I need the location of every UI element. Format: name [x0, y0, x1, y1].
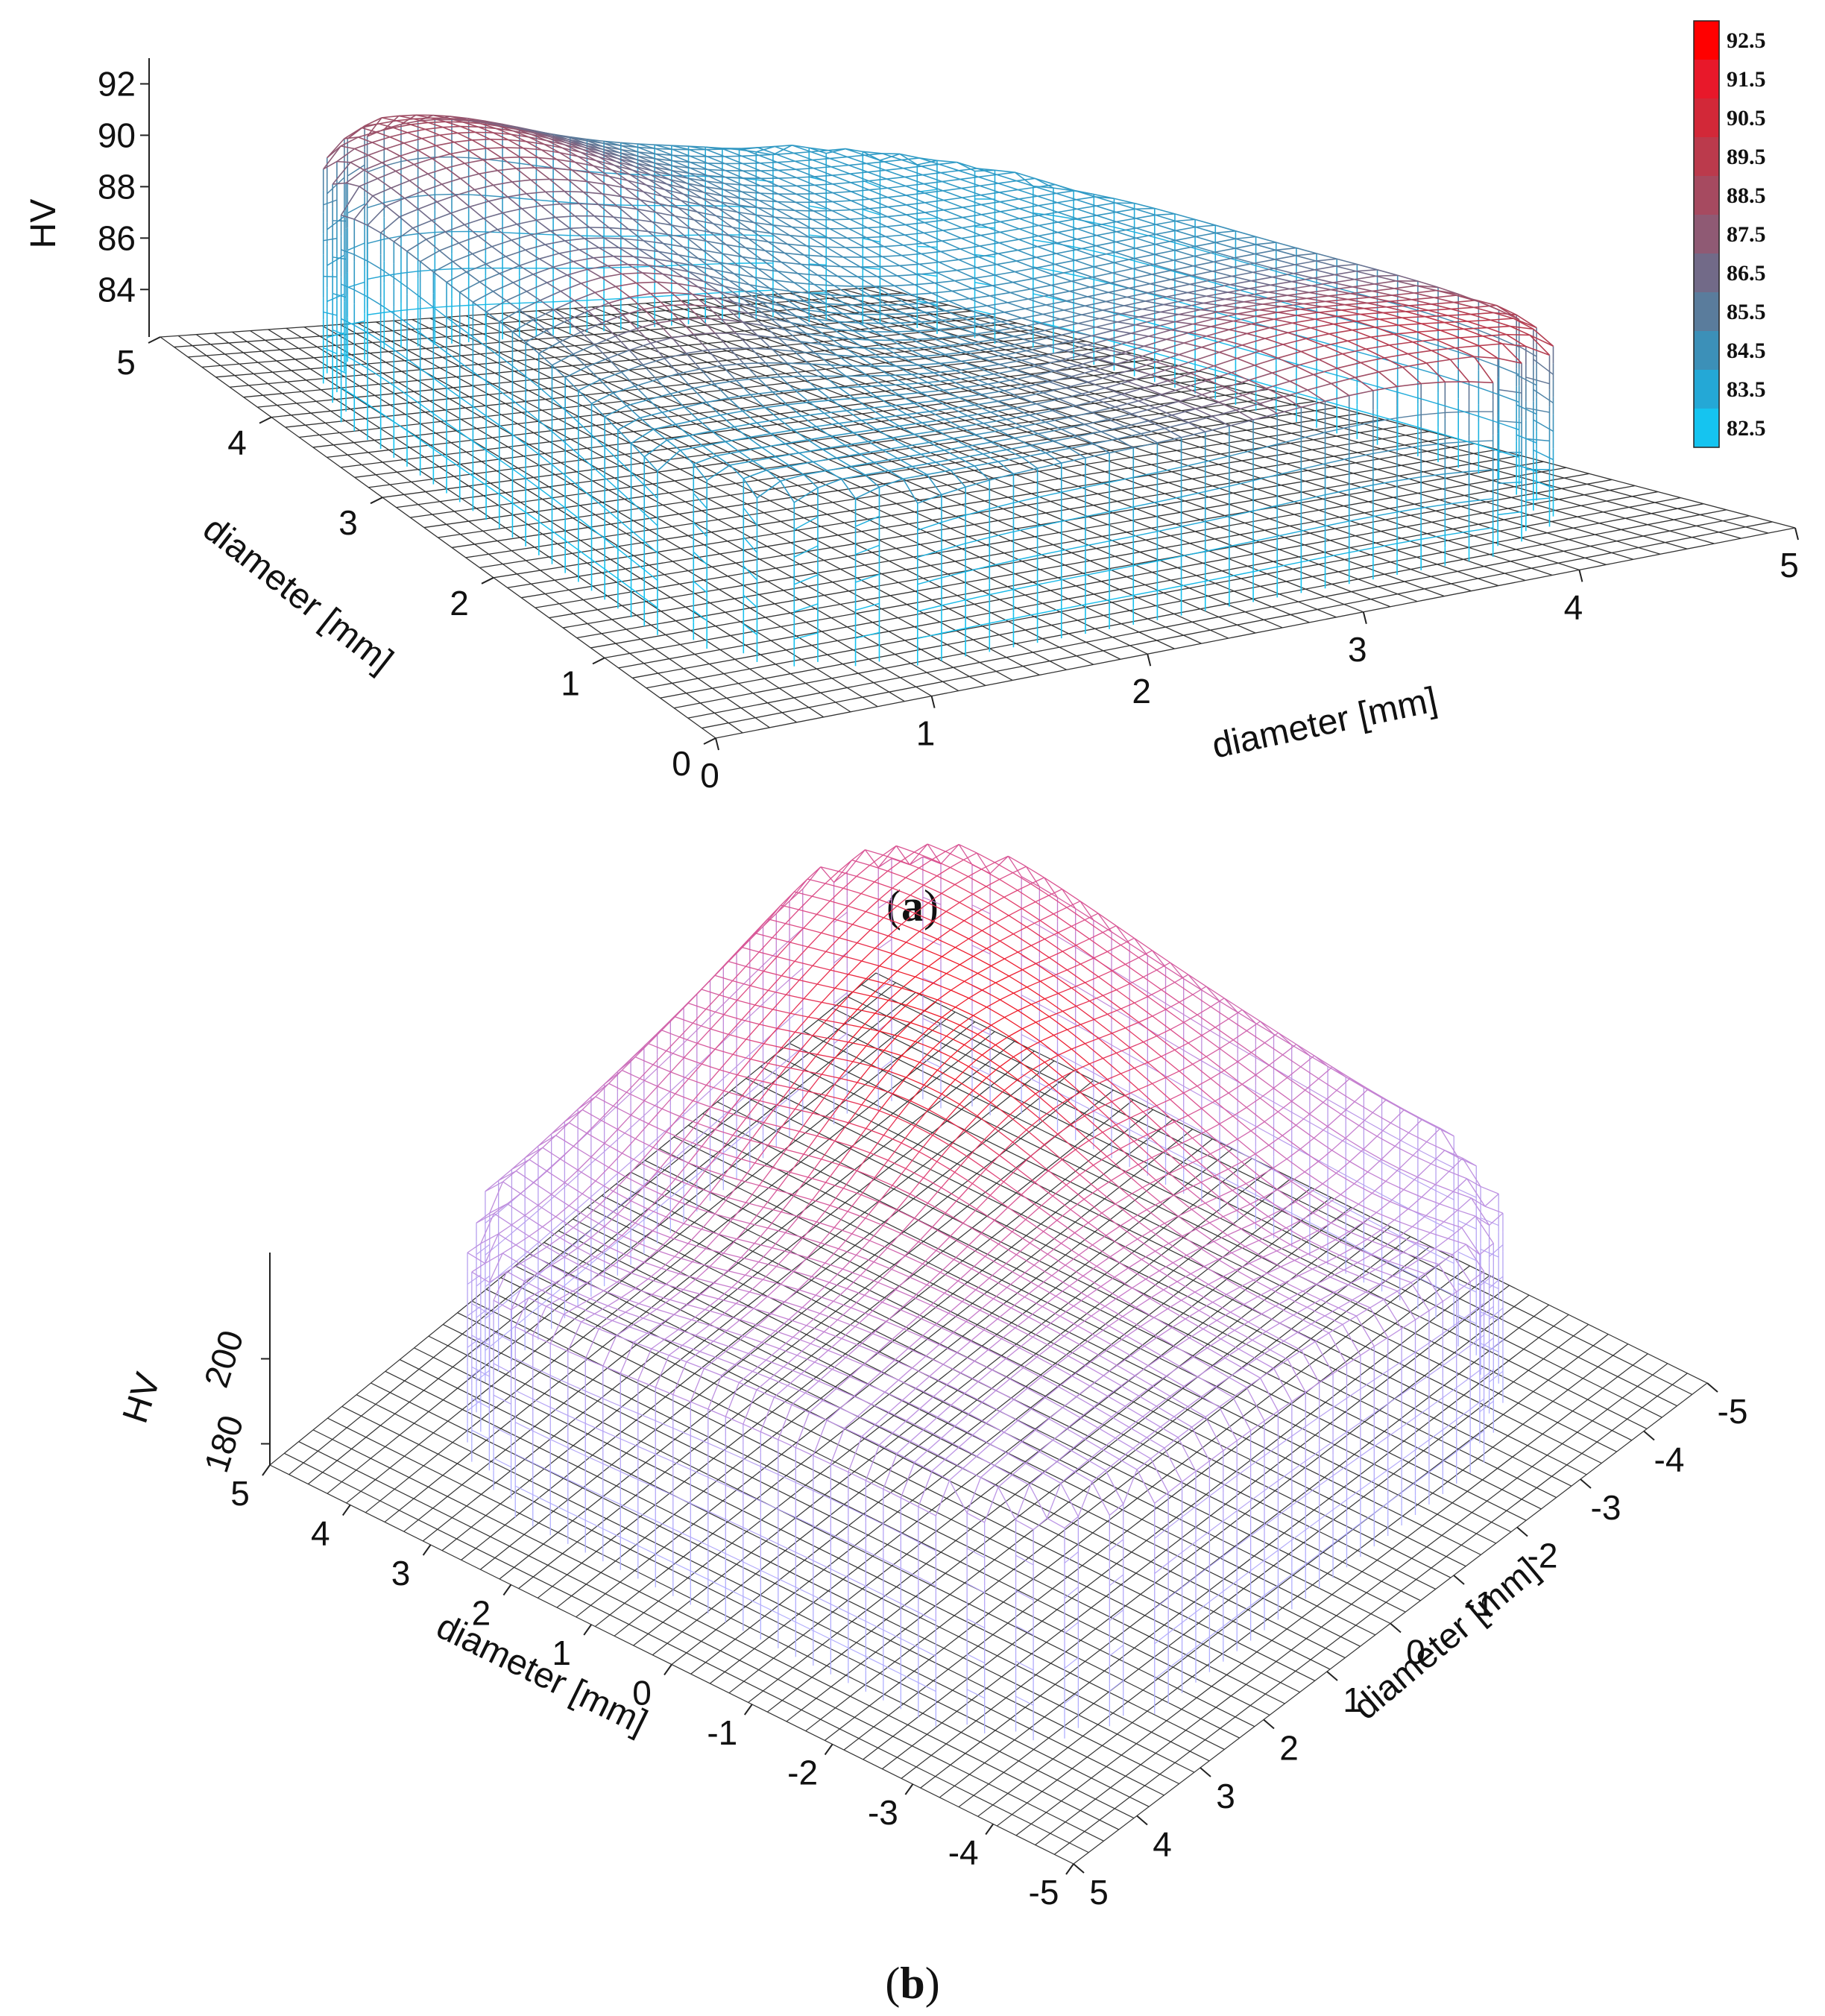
colorbar-label: 88.5 [1727, 183, 1766, 208]
colorbar-swatch [1694, 176, 1719, 215]
panel-b-xtick-label: -5 [1718, 1392, 1748, 1431]
panel-a-ytick-label: 5 [116, 343, 136, 382]
panel-b-ytick-label: 3 [391, 1554, 411, 1593]
colorbar-label: 89.5 [1727, 145, 1766, 169]
panel-a-xtick-label: 5 [1780, 546, 1799, 585]
panel-a-ytick-label: 3 [338, 503, 358, 542]
panel-b-xtick-label: 4 [1153, 1825, 1172, 1864]
panel-a-xtick-label: 1 [916, 714, 936, 753]
colorbar-swatch [1694, 370, 1719, 409]
colorbar-label: 84.5 [1727, 338, 1766, 363]
panel-b-ytick-label: -5 [1029, 1873, 1059, 1912]
panel-a-surface-mesh [323, 114, 1554, 504]
panel-b-ztick-label: 200 [196, 1326, 250, 1392]
panel-b-ytick-label: 2 [472, 1594, 491, 1633]
panel-a-ztick-label: 88 [98, 167, 136, 206]
panel-a-ytick-label: 4 [227, 423, 247, 462]
panel-b-xtick-label: 5 [1089, 1873, 1109, 1912]
panel-b-surface-skirt [467, 857, 1504, 1741]
panel-b-ytick-label: 4 [311, 1514, 330, 1553]
panel-b-xtick-label: 1 [1343, 1680, 1362, 1719]
colorbar-label: 92.5 [1727, 28, 1766, 53]
panel-b-ztick-label: 180 [196, 1411, 250, 1477]
panel-a-colorbar: 92.5 91.5 90.5 89.5 88.5 87.5 86.5 85.5 84.5 83.5… [1693, 20, 1766, 448]
panel-b-floor-grid [269, 972, 1708, 1865]
panel-b-ytick-label: 1 [552, 1634, 571, 1672]
panel-a-ytick-label: 2 [450, 584, 469, 623]
panel-b-xlabel: diameter [mm] [1346, 1550, 1547, 1727]
panel-b-surface-mesh [467, 843, 1504, 1531]
panel-b-ytick-label: -3 [868, 1793, 898, 1832]
panel-a-zlabel: HV [24, 199, 63, 249]
panel-a-ylabel: diameter [mm] [195, 508, 400, 681]
panel-b-xtick-label: -1 [1464, 1584, 1495, 1623]
panel-b-ytick-label: 5 [230, 1474, 250, 1513]
panel-b-zlabel: HV [116, 1368, 168, 1428]
colorbar-label: 85.5 [1727, 300, 1766, 324]
panel-a-xtick-label: 3 [1348, 630, 1367, 669]
colorbar-label: 87.5 [1727, 222, 1766, 247]
colorbar-swatch [1694, 253, 1719, 293]
colorbar-swatch [1694, 137, 1719, 177]
panel-b-ylabel: diameter [mm] [430, 1607, 653, 1742]
panel-b-ytick-label: 0 [632, 1674, 652, 1713]
panel-b-caption: (b) [885, 1959, 939, 2008]
colorbar-swatch [1694, 215, 1719, 254]
panel-a-xtick-label: 0 [700, 756, 719, 795]
colorbar-swatch [1694, 331, 1719, 371]
panel-b-chart: 180 200 5 4 3 2 1 0 -1 -2 -3 -4 -5 5 4 3 2 1 0 -1 -2 -3 -4 -5 H… [116, 843, 1748, 1912]
colorbar-swatch [1694, 60, 1719, 99]
panel-b-ytick-label: -2 [787, 1754, 818, 1792]
colorbar-swatch [1694, 409, 1719, 448]
panel-b-xtick-label: 3 [1216, 1777, 1235, 1815]
panel-a-axes: 84 86 88 90 92 0 1 2 3 4 5 0 1 2 3 4 5 [98, 58, 1799, 795]
colorbar-swatch [1694, 21, 1719, 60]
colorbar-label: 91.5 [1727, 67, 1766, 92]
panel-b-xtick-label: -2 [1528, 1537, 1558, 1575]
panel-b-xtick-label: -3 [1591, 1488, 1621, 1527]
colorbar-swatch [1694, 98, 1719, 138]
panel-b-xtick-label: 2 [1279, 1729, 1299, 1768]
panel-a-xtick-label: 4 [1564, 588, 1583, 626]
panel-a-ztick-label: 86 [98, 218, 136, 257]
panel-a-ztick-label: 84 [98, 270, 136, 309]
colorbar-label: 83.5 [1727, 377, 1766, 402]
panel-a-ytick-label: 0 [672, 744, 691, 783]
panel-a-caption: (a) [886, 881, 939, 930]
colorbar-label: 90.5 [1727, 106, 1766, 130]
panel-b-xtick-label: -4 [1654, 1440, 1685, 1479]
panel-a-ztick-label: 90 [98, 116, 136, 154]
colorbar-label: 82.5 [1727, 416, 1766, 441]
panel-b-ytick-label: -1 [707, 1713, 737, 1752]
panel-a-ytick-label: 1 [561, 664, 580, 702]
panel-b-ytick-label: -4 [948, 1833, 979, 1872]
colorbar-swatch [1694, 292, 1719, 332]
colorbar-label: 86.5 [1727, 261, 1766, 286]
panel-a-xtick-label: 2 [1132, 672, 1151, 711]
panel-a-ztick-label: 92 [98, 64, 136, 103]
panel-b-xtick-label: 0 [1406, 1633, 1425, 1672]
panel-a-xlabel: diameter [mm] [1208, 680, 1440, 766]
